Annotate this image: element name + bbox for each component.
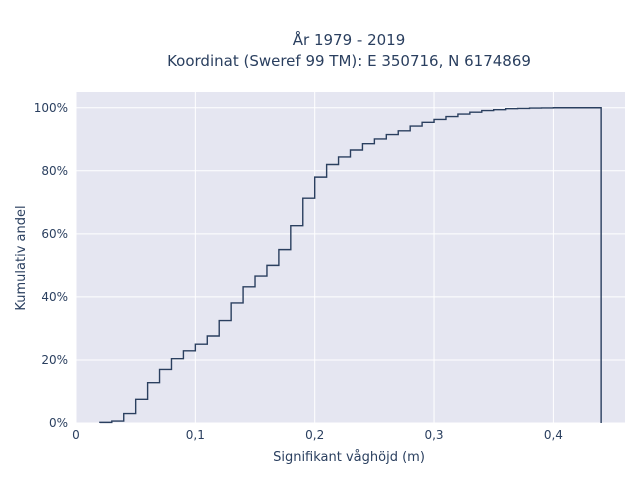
y-tick-label: 80%: [41, 164, 68, 178]
y-tick-label: 40%: [41, 290, 68, 304]
grid-lines: [75, 92, 625, 424]
y-tick-label: 60%: [41, 227, 68, 241]
y-tick-label: 100%: [34, 101, 68, 115]
x-axis-ticks: 0 0,1 0,2 0,3 0,4: [72, 428, 563, 442]
chart-title-line2: Koordinat (Sweref 99 TM): E 350716, N 61…: [167, 52, 531, 70]
y-axis-title: Kumulativ andel: [14, 205, 29, 310]
y-tick-label: 0%: [49, 416, 68, 430]
ecdf-step-line: [99, 107, 602, 424]
x-tick-label: 0,2: [305, 428, 324, 442]
x-tick-label: 0,3: [424, 428, 443, 442]
x-tick-label: 0: [72, 428, 80, 442]
plot-area: [76, 92, 625, 423]
y-axis-ticks: 0% 20% 40% 60% 80% 100%: [34, 101, 68, 430]
x-axis-title: Signifikant våghöjd (m): [273, 450, 425, 465]
x-tick-label: 0,4: [544, 428, 563, 442]
x-tick-label: 0,1: [186, 428, 205, 442]
chart-title-line1: År 1979 - 2019: [293, 30, 406, 49]
y-tick-label: 20%: [41, 353, 68, 367]
